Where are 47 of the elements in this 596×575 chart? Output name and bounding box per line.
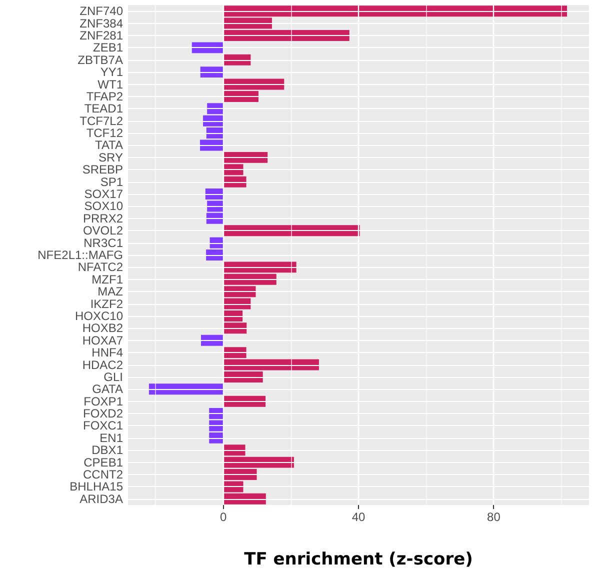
- y-tick-label: FOXP1: [84, 394, 124, 408]
- x-tick-label: 40: [352, 510, 366, 524]
- x-tick-label: 0: [220, 510, 227, 524]
- bar: [201, 334, 224, 346]
- y-tick-label: PRRX2: [82, 211, 124, 226]
- y-tick-label: SRY: [98, 150, 123, 164]
- y-tick-label: GLI: [104, 370, 123, 384]
- y-tick-label: EN1: [100, 430, 124, 445]
- y-tick-label: ARID3A: [80, 492, 123, 506]
- bar: [192, 42, 224, 54]
- y-tick-label: MZF1: [92, 272, 124, 286]
- y-tick-label: CPEB1: [84, 455, 124, 470]
- y-tick-label: SOX10: [84, 199, 124, 214]
- y-tick-label: NR3C1: [84, 236, 124, 250]
- y-tick-label: ZBTB7A: [78, 52, 123, 67]
- y-tick-label: SOX17: [84, 187, 124, 202]
- y-tick-label: YY1: [100, 65, 124, 80]
- y-tick-label: TCF12: [86, 126, 124, 140]
- y-tick-label: ZNF740: [80, 4, 124, 18]
- y-tick-label: OVOL2: [82, 224, 124, 238]
- y-tick-label: BHLHA15: [70, 480, 124, 494]
- y-tick-label: TATA: [95, 138, 123, 152]
- y-tick-label: IKZF2: [90, 296, 124, 311]
- y-tick-label: CCNT2: [82, 468, 124, 482]
- y-tick-label: WT1: [98, 77, 124, 92]
- x-tick-label: 80: [487, 510, 501, 524]
- y-tick-label: HOXA7: [82, 333, 124, 348]
- y-tick-label: MAZ: [98, 284, 123, 299]
- y-tick-label: SP1: [100, 174, 124, 189]
- y-tick-label: ZEB1: [92, 40, 124, 55]
- y-tick-label: TEAD1: [84, 102, 124, 116]
- y-tick-label: DBX1: [92, 443, 124, 458]
- y-tick-label: HOXC10: [74, 308, 124, 323]
- y-tick-label: HDAC2: [82, 358, 124, 372]
- y-tick-label: FOXD2: [82, 406, 124, 421]
- y-tick-label: TFAP2: [86, 89, 124, 104]
- y-tick-label: FOXC1: [82, 418, 124, 433]
- y-tick-label: NFE2L1::MAFG: [38, 248, 123, 262]
- y-tick-label: ZNF281: [80, 28, 124, 42]
- y-tick-label: ZNF384: [80, 16, 124, 30]
- y-tick-label: NFATC2: [78, 260, 124, 274]
- x-axis-title: TF enrichment (z-score): [244, 550, 473, 570]
- y-tick-label: HNF4: [92, 346, 124, 360]
- y-tick-label: SREBP: [82, 162, 123, 177]
- y-tick-label: TCF7L2: [80, 114, 124, 128]
- y-tick-label: HOXB2: [82, 321, 124, 336]
- y-tick-label: GATA: [92, 382, 123, 396]
